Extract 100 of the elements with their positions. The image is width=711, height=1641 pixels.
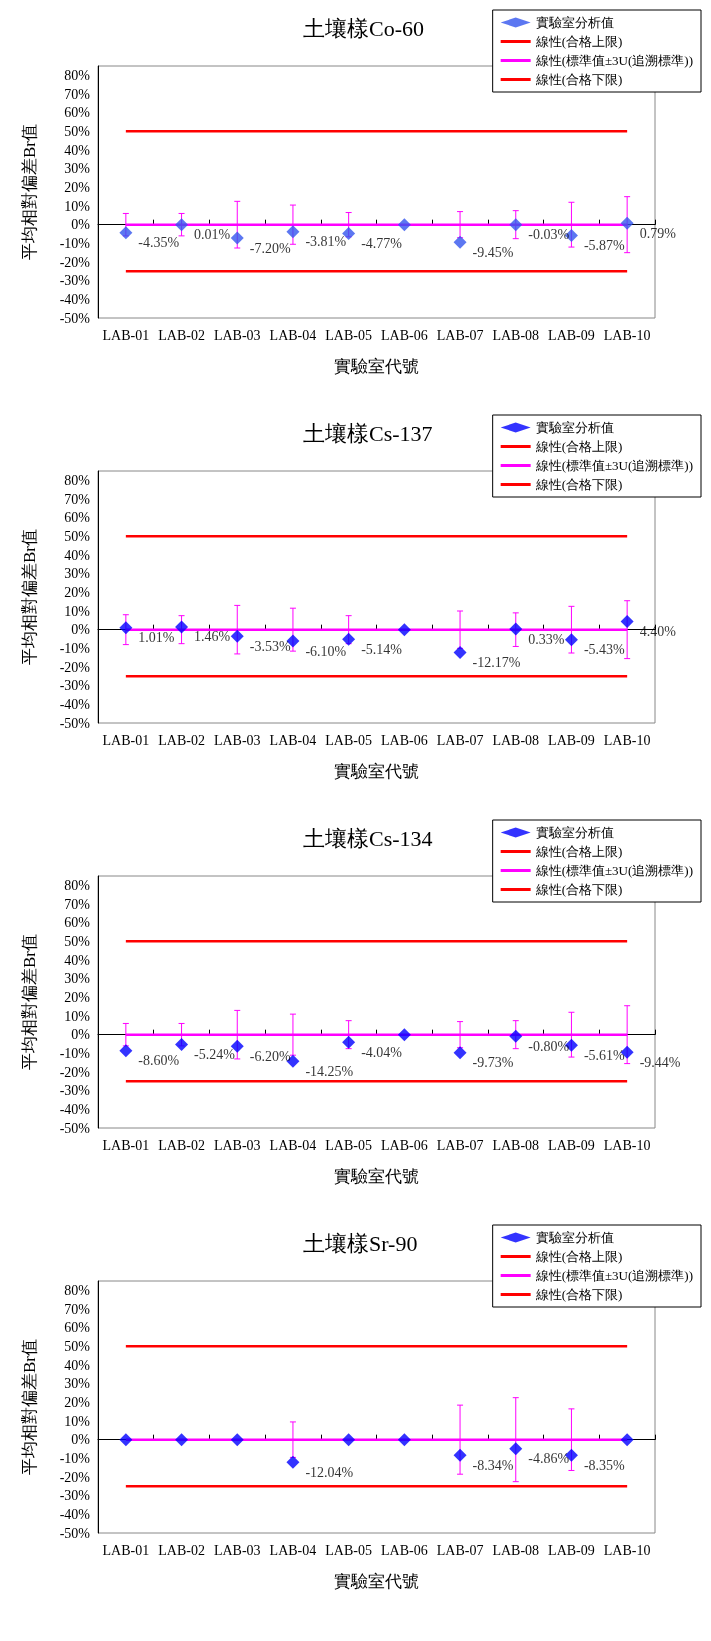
x-tick-label: LAB-05 bbox=[325, 1542, 372, 1558]
x-tick-label: LAB-04 bbox=[269, 1542, 317, 1558]
y-tick-label: 20% bbox=[64, 584, 91, 600]
y-tick-label: 70% bbox=[64, 86, 91, 102]
legend-label: 線性(合格下限) bbox=[534, 72, 623, 87]
legend-label: 線性(標準值±3U(追溯標準)) bbox=[534, 863, 693, 878]
y-tick-label: 70% bbox=[64, 896, 91, 912]
x-tick-label: LAB-05 bbox=[325, 327, 372, 343]
y-tick-label: 10% bbox=[64, 1413, 91, 1429]
x-tick-label: LAB-07 bbox=[436, 327, 484, 343]
legend-label: 線性(標準值±3U(追溯標準)) bbox=[534, 1268, 693, 1283]
data-label: -0.80% bbox=[528, 1038, 570, 1054]
point bbox=[397, 218, 411, 232]
y-tick-label: 80% bbox=[64, 67, 91, 83]
point bbox=[230, 1433, 244, 1447]
y-tick-label: -10% bbox=[59, 235, 91, 251]
point bbox=[509, 218, 523, 232]
y-tick-label: 0% bbox=[71, 622, 91, 638]
y-tick-label: 20% bbox=[64, 179, 91, 195]
data-label: -9.73% bbox=[472, 1055, 514, 1071]
chart-title: 土壤樣Co-60 bbox=[303, 15, 424, 41]
x-tick-label: LAB-01 bbox=[102, 1137, 150, 1153]
x-tick-label: LAB-02 bbox=[158, 327, 205, 343]
y-tick-label: 0% bbox=[71, 1027, 91, 1043]
y-tick-label: -20% bbox=[59, 254, 91, 270]
legend-label: 線性(合格上限) bbox=[534, 34, 623, 49]
x-tick-label: LAB-01 bbox=[102, 327, 150, 343]
point bbox=[175, 620, 189, 634]
data-label: -4.35% bbox=[138, 235, 180, 251]
point bbox=[397, 1028, 411, 1042]
point bbox=[509, 622, 523, 636]
legend-label: 線性(合格下限) bbox=[534, 1287, 623, 1302]
data-label: -14.25% bbox=[305, 1063, 354, 1079]
x-tick-label: LAB-08 bbox=[492, 732, 540, 748]
x-tick-label: LAB-06 bbox=[381, 1542, 428, 1558]
y-tick-label: 0% bbox=[71, 1432, 91, 1448]
y-tick-label: -40% bbox=[59, 291, 91, 307]
x-tick-label: LAB-10 bbox=[603, 732, 651, 748]
data-label: -8.60% bbox=[138, 1053, 180, 1069]
x-tick-label: LAB-06 bbox=[381, 1137, 428, 1153]
y-tick-label: 60% bbox=[64, 915, 91, 931]
data-label: -6.10% bbox=[305, 643, 347, 659]
x-axis-title: 實驗室代號 bbox=[334, 357, 419, 376]
data-label: -5.14% bbox=[361, 641, 403, 657]
y-tick-label: 40% bbox=[64, 547, 91, 563]
x-tick-label: LAB-06 bbox=[381, 327, 428, 343]
y-tick-label: -10% bbox=[59, 1450, 91, 1466]
y-tick-label: 80% bbox=[64, 877, 91, 893]
data-label: -9.44% bbox=[639, 1054, 681, 1070]
y-tick-label: -50% bbox=[59, 715, 91, 731]
y-tick-label: 30% bbox=[64, 1376, 91, 1392]
data-label: -6.20% bbox=[249, 1048, 291, 1064]
data-label: -7.20% bbox=[249, 240, 291, 256]
x-tick-label: LAB-03 bbox=[213, 1542, 261, 1558]
point bbox=[230, 629, 244, 643]
y-tick-label: -20% bbox=[59, 1064, 91, 1080]
legend-label: 實驗室分析值 bbox=[535, 420, 614, 435]
x-tick-label: LAB-02 bbox=[158, 1137, 205, 1153]
point bbox=[175, 1433, 189, 1447]
y-tick-label: 30% bbox=[64, 971, 91, 987]
x-tick-label: LAB-09 bbox=[548, 1542, 595, 1558]
y-tick-label: -30% bbox=[59, 678, 91, 694]
data-label: -0.03% bbox=[528, 227, 570, 243]
point bbox=[119, 1044, 133, 1058]
x-tick-label: LAB-04 bbox=[269, 1137, 317, 1153]
y-axis-title: 平均相對偏差Br值 bbox=[20, 124, 39, 260]
point bbox=[175, 218, 189, 232]
x-tick-label: LAB-07 bbox=[436, 1137, 484, 1153]
data-label: -3.53% bbox=[249, 638, 291, 654]
data-label: -12.04% bbox=[305, 1464, 354, 1480]
x-tick-label: LAB-04 bbox=[269, 327, 317, 343]
x-tick-label: LAB-01 bbox=[102, 1542, 150, 1558]
data-label: -5.87% bbox=[583, 238, 626, 254]
data-label: -12.17% bbox=[472, 654, 521, 670]
y-tick-label: -40% bbox=[59, 1506, 91, 1522]
point bbox=[397, 623, 411, 637]
point bbox=[286, 225, 300, 239]
y-axis-title: 平均相對偏差Br值 bbox=[20, 1339, 39, 1475]
point bbox=[620, 216, 634, 230]
point bbox=[453, 1448, 467, 1462]
y-tick-label: 50% bbox=[64, 1338, 91, 1354]
y-tick-label: -20% bbox=[59, 659, 91, 675]
point bbox=[342, 1035, 356, 1049]
y-tick-label: 50% bbox=[64, 123, 91, 139]
point bbox=[286, 1455, 300, 1469]
data-label: -4.77% bbox=[361, 236, 403, 252]
point bbox=[119, 621, 133, 635]
y-tick-label: 30% bbox=[64, 161, 91, 177]
y-tick-label: 30% bbox=[64, 566, 91, 582]
legend-label: 實驗室分析值 bbox=[535, 1230, 614, 1245]
y-tick-label: -30% bbox=[59, 1488, 91, 1504]
legend-label: 線性(合格上限) bbox=[534, 439, 623, 454]
point bbox=[509, 1029, 523, 1043]
point bbox=[509, 1442, 523, 1456]
y-tick-label: 20% bbox=[64, 989, 91, 1005]
legend-label: 實驗室分析值 bbox=[535, 15, 614, 30]
x-tick-label: LAB-08 bbox=[492, 1137, 540, 1153]
y-tick-label: 0% bbox=[71, 217, 91, 233]
x-tick-label: LAB-03 bbox=[213, 327, 261, 343]
y-axis-title: 平均相對偏差Br值 bbox=[20, 934, 39, 1070]
